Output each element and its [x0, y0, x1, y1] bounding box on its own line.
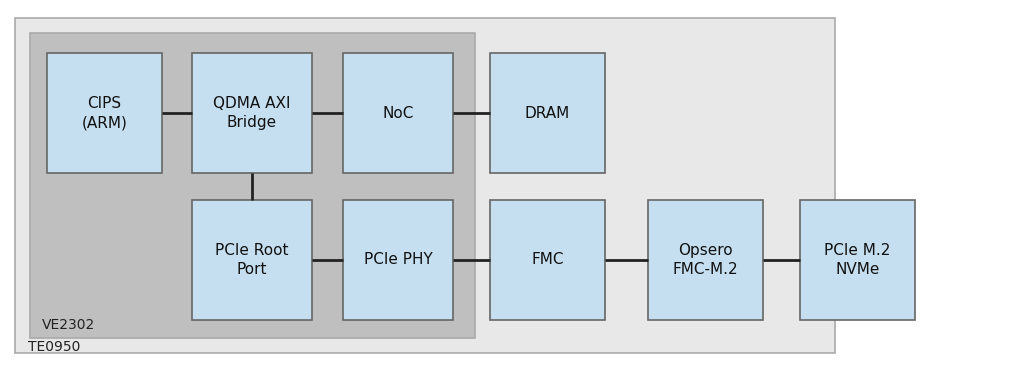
FancyBboxPatch shape — [800, 200, 915, 320]
Text: PCIe M.2
NVMe: PCIe M.2 NVMe — [824, 243, 891, 277]
Text: PCIe PHY: PCIe PHY — [364, 253, 432, 268]
Text: TE0950: TE0950 — [28, 340, 80, 354]
Text: QDMA AXI
Bridge: QDMA AXI Bridge — [213, 96, 291, 130]
Text: FMC: FMC — [531, 253, 564, 268]
Text: PCIe Root
Port: PCIe Root Port — [215, 243, 289, 277]
Text: Opsero
FMC-M.2: Opsero FMC-M.2 — [673, 243, 738, 277]
FancyBboxPatch shape — [343, 53, 453, 173]
FancyBboxPatch shape — [193, 200, 312, 320]
FancyBboxPatch shape — [490, 53, 605, 173]
Text: NoC: NoC — [382, 105, 414, 121]
FancyBboxPatch shape — [343, 200, 453, 320]
FancyBboxPatch shape — [47, 53, 162, 173]
FancyBboxPatch shape — [193, 53, 312, 173]
FancyBboxPatch shape — [490, 200, 605, 320]
FancyBboxPatch shape — [15, 18, 835, 353]
Text: DRAM: DRAM — [525, 105, 570, 121]
Text: VE2302: VE2302 — [42, 318, 95, 332]
FancyBboxPatch shape — [648, 200, 763, 320]
FancyBboxPatch shape — [30, 33, 475, 338]
Text: CIPS
(ARM): CIPS (ARM) — [82, 96, 127, 130]
